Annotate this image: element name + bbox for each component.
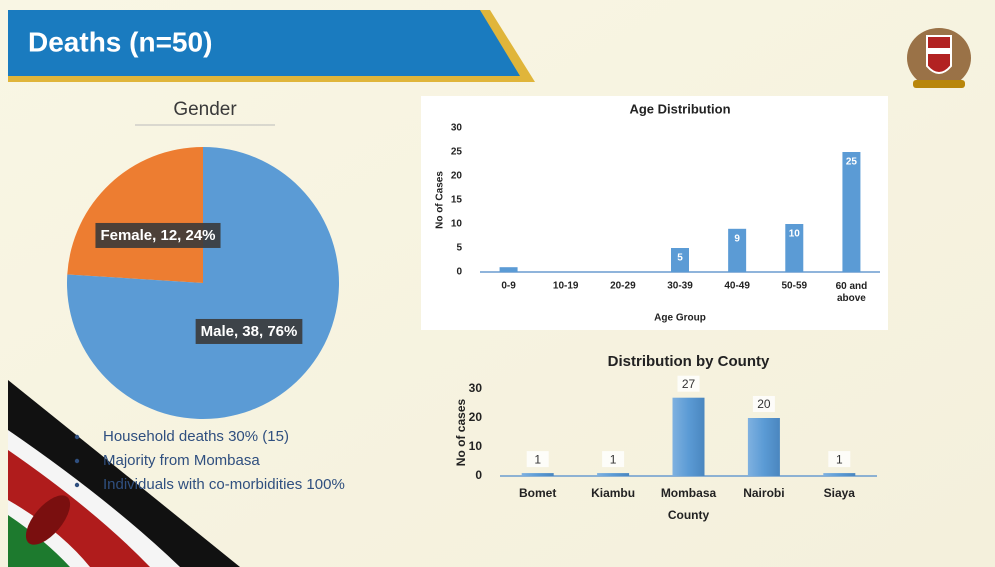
data-label: 20 [757, 397, 771, 411]
x-tick-label: Mombasa [661, 486, 717, 500]
data-label: Male, 38, 76% [201, 323, 298, 340]
bullet-text: Majority from Mombasa [103, 452, 260, 469]
bullet-text: Individuals with co-morbidities 100% [103, 476, 345, 493]
x-tick-label: Siaya [824, 486, 856, 500]
bar [672, 397, 705, 476]
chart-title: Gender [173, 99, 237, 120]
data-label: 25 [846, 157, 858, 168]
x-tick-label: 30-39 [667, 281, 693, 292]
data-label: 1 [610, 452, 617, 466]
bar [747, 418, 780, 476]
data-label-box [752, 396, 775, 412]
chart-title: Distribution by County [608, 353, 770, 370]
pie-slice [67, 147, 203, 283]
header-band [8, 10, 520, 76]
x-tick-label: 60 and above [836, 281, 868, 304]
data-label: 9 [734, 233, 740, 244]
data-label-box [526, 451, 549, 468]
data-label: 10 [789, 229, 801, 240]
chart-title: Age Distribution [629, 101, 730, 116]
x-tick-label: 20-29 [610, 281, 636, 292]
y-tick-label: 20 [469, 410, 483, 424]
coat-of-arms [907, 28, 971, 88]
data-label: 27 [682, 377, 696, 391]
chart-panel [421, 96, 888, 330]
data-label-box [195, 318, 303, 344]
data-label: 5 [677, 253, 683, 264]
y-tick-label: 0 [475, 468, 482, 482]
y-tick-label: 15 [451, 195, 463, 206]
data-label-box [602, 451, 625, 468]
bar [728, 228, 747, 272]
bar [597, 473, 630, 476]
bar [823, 473, 856, 476]
y-tick-label: 0 [456, 267, 462, 278]
bar [671, 248, 689, 272]
y-tick-label: 5 [456, 243, 462, 254]
x-tick-label: Kiambu [591, 486, 635, 500]
bullet-dot [74, 482, 80, 488]
y-tick-label: 30 [469, 381, 483, 395]
x-tick-label: 50-59 [781, 281, 807, 292]
data-label-box [677, 375, 700, 392]
pie-slice [67, 147, 339, 420]
y-tick-label: 10 [451, 219, 463, 230]
slide-title: Deaths (n=50) [28, 26, 212, 57]
y-tick-label: 25 [451, 147, 463, 158]
bar [521, 473, 554, 476]
bar [842, 152, 861, 272]
x-axis-label: County [668, 508, 710, 522]
data-label: Female, 12, 24% [100, 227, 215, 244]
bullet-dot [74, 434, 80, 440]
data-label: 1 [534, 452, 541, 466]
x-tick-label: 40-49 [724, 281, 750, 292]
data-label-box [828, 451, 851, 468]
x-tick-label: 10-19 [553, 281, 579, 292]
bullet-dot [74, 458, 80, 464]
y-axis-label: No of cases [454, 398, 468, 466]
x-tick-label: Bomet [519, 486, 556, 500]
x-axis-label: Age Group [654, 313, 706, 324]
y-axis-label: No of Cases [435, 171, 446, 229]
flag-decoration [8, 380, 240, 567]
y-tick-label: 10 [469, 439, 483, 453]
y-tick-label: 30 [451, 123, 463, 134]
data-label-box [95, 222, 221, 248]
y-tick-label: 20 [451, 171, 463, 182]
data-label: 1 [836, 452, 843, 466]
x-tick-label: 0-9 [501, 281, 516, 292]
bar [499, 267, 518, 272]
x-tick-label: Nairobi [743, 486, 784, 500]
bar [785, 224, 804, 272]
bullet-text: Household deaths 30% (15) [103, 428, 289, 445]
